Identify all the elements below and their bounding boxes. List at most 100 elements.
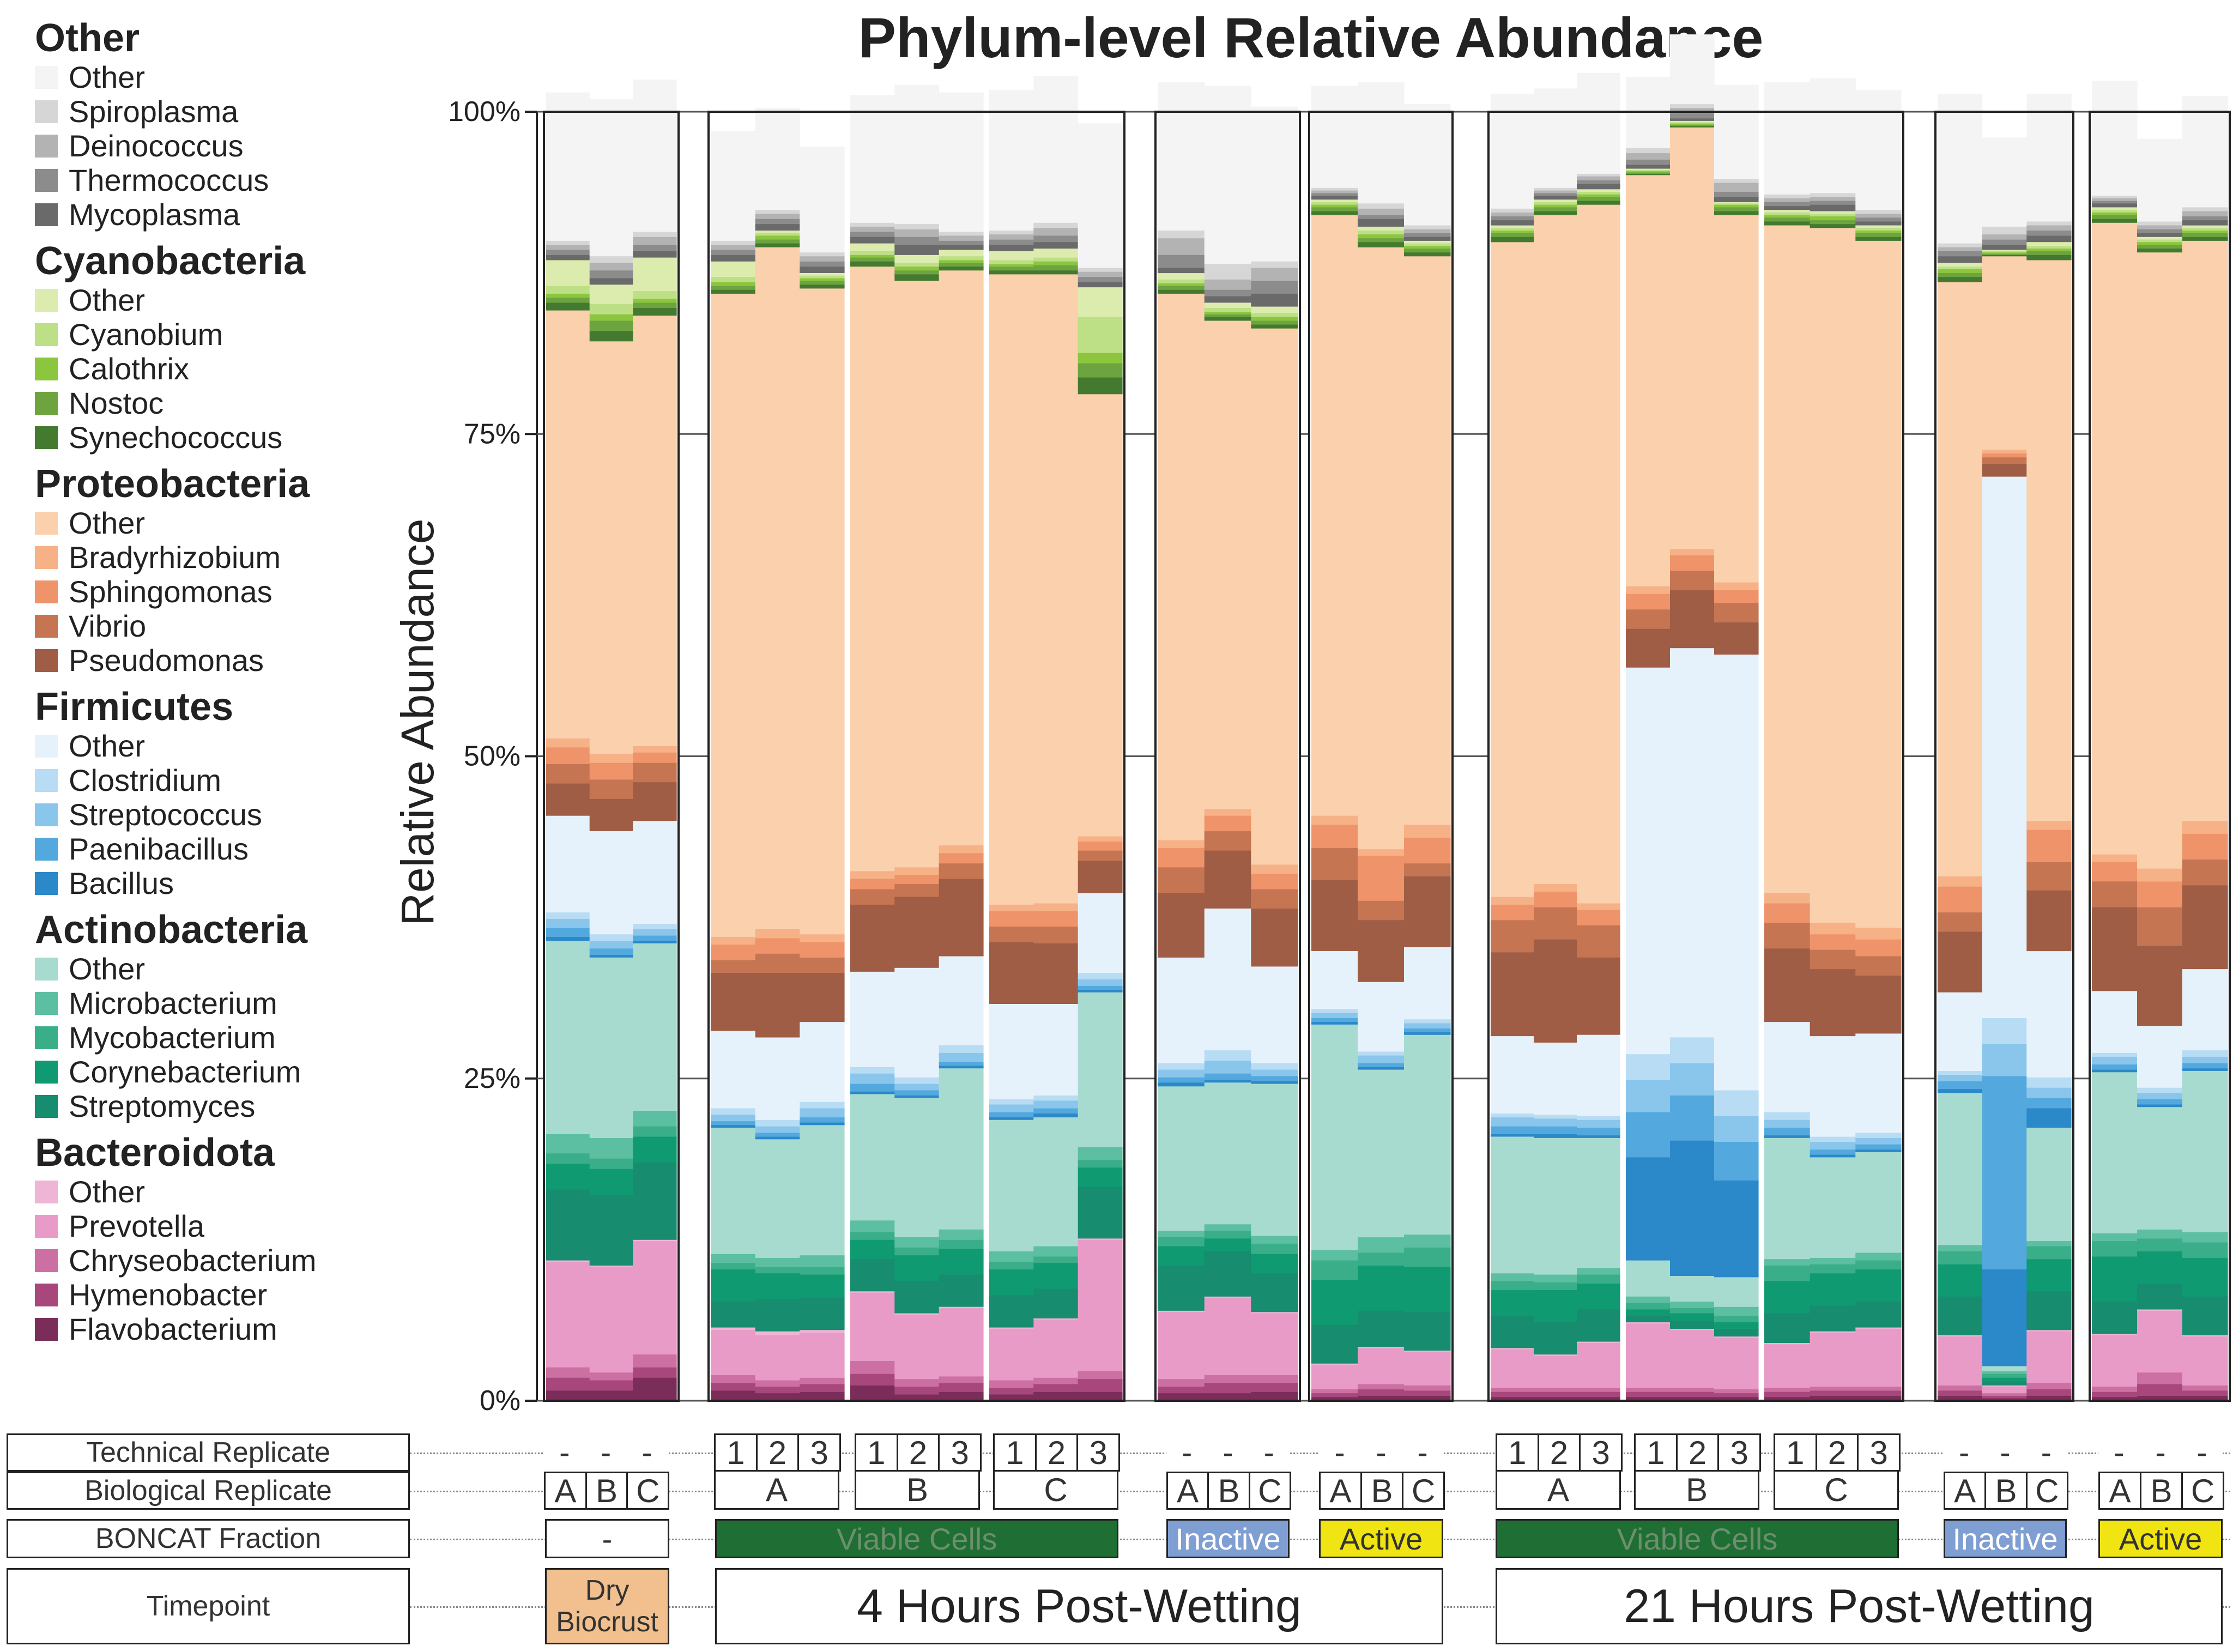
bar-segment (1491, 1281, 1534, 1291)
bar-segment (939, 1306, 984, 1309)
bar-segment (2137, 946, 2183, 1026)
bar-segment (589, 1194, 633, 1266)
bar-segment (2137, 1087, 2183, 1093)
bar-segment (1078, 276, 1123, 282)
bar-segment (546, 260, 590, 286)
bar-segment (1982, 1387, 2027, 1394)
bar-segment (2092, 1072, 2138, 1233)
technical-replicate-cell: 2 (1537, 1433, 1581, 1472)
bar-segment (2026, 235, 2072, 243)
bar-segment (1810, 193, 1856, 197)
bar-segment (589, 262, 633, 271)
bar-segment (1534, 1388, 1577, 1392)
legend-label: Hymenobacter (69, 1278, 268, 1312)
bar-segment (939, 1391, 984, 1401)
bar-segment (633, 1162, 677, 1240)
bar-segment (1358, 1051, 1405, 1056)
bar-segment (1404, 1028, 1451, 1032)
bar-segment (989, 244, 1034, 251)
bar-segment (2137, 1025, 2183, 1088)
bar-segment (1491, 897, 1534, 905)
bar-segment (2026, 862, 2072, 891)
bar-segment (939, 863, 984, 879)
bar-segment (1626, 174, 1671, 586)
technical-replicate-cell: - (2181, 1433, 2223, 1472)
technical-replicate-cell: 2 (896, 1433, 940, 1472)
bar-segment (755, 1136, 800, 1140)
bar-segment (1855, 240, 1902, 928)
bar-segment (1534, 1356, 1577, 1388)
bar-segment (1251, 1313, 1298, 1376)
legend-label: Other (69, 1175, 146, 1209)
bar-segment (1078, 1378, 1123, 1392)
bar-segment (1714, 1277, 1759, 1307)
legend-label: Thermococcus (69, 163, 269, 197)
bar-segment (850, 95, 895, 223)
bar-segment (1251, 1391, 1298, 1401)
legend-label: Calothrix (69, 352, 189, 386)
bar-segment (633, 315, 677, 746)
bar-segment (1938, 1335, 1983, 1337)
biological-replicate-cell: B (1984, 1472, 2028, 1510)
legend-group: Actinobacteria Other Microbacterium Mycobac… (35, 908, 416, 1123)
bar-segment (1577, 1396, 1620, 1401)
legend-swatch (35, 426, 58, 449)
technical-replicate-cell: 2 (1675, 1433, 1720, 1472)
bar-segment (633, 746, 677, 753)
bar-segment (1358, 1063, 1405, 1067)
bar-segment (589, 1169, 633, 1195)
bar-segment (1404, 237, 1451, 241)
bar-segment (1534, 1282, 1577, 1290)
bar-segment (1204, 815, 1251, 832)
bar-segment (894, 262, 940, 267)
bar-segment (1204, 296, 1251, 303)
bar-segment (939, 1066, 984, 1069)
legend-item: Other (35, 1175, 416, 1209)
legend-group-title: Firmicutes (35, 685, 234, 729)
bar-segment (711, 1262, 756, 1270)
bar-segment (1491, 208, 1534, 213)
bar-segment (894, 1098, 940, 1237)
legend-group: Bacteroidota Other Prevotella Chryseobacter… (35, 1131, 416, 1346)
bar-segment (1033, 1377, 1079, 1384)
bar-segment (1764, 1021, 1811, 1112)
bar-segment (2182, 820, 2228, 834)
bar-segment (1078, 1187, 1123, 1239)
fraction-active-21h: Active (2098, 1519, 2223, 1558)
bar-segment (2092, 1387, 2138, 1392)
bar-segment (1938, 1336, 1983, 1386)
bar-segment (1311, 1279, 1358, 1325)
bar-segment (1764, 82, 1811, 195)
bar-segment (1938, 1264, 1983, 1297)
bar-segment (1670, 34, 1715, 105)
bar-segment (1810, 223, 1856, 228)
technical-replicate-cell: - (1402, 1433, 1443, 1472)
bar-segment (1158, 268, 1205, 274)
bar-segment (546, 815, 590, 913)
bar-segment (894, 867, 940, 875)
legend-label: Other (69, 952, 146, 986)
bar-segment (1534, 1391, 1577, 1397)
bar-segment (2092, 209, 2138, 213)
bar-segment (1938, 1088, 1983, 1093)
bar-segment (1311, 1363, 1358, 1365)
bar-segment (589, 1380, 633, 1391)
bar-segment (850, 1360, 895, 1374)
legend-label: Prevotella (69, 1209, 205, 1243)
bar-segment (1670, 123, 1715, 125)
bar-segment (1577, 1283, 1620, 1310)
bar-segment (800, 1117, 845, 1123)
bar-segment (1855, 928, 1902, 940)
bar-segment (1855, 1137, 1902, 1145)
bar-segment (2182, 225, 2228, 228)
bar-segment (800, 1377, 845, 1384)
bar-segment (2026, 93, 2072, 222)
legend-item: Other (35, 60, 416, 94)
bar-segment (2137, 868, 2183, 882)
bar-segment (1491, 1126, 1534, 1134)
bar-segment (2092, 1056, 2138, 1065)
bar-segment (1938, 243, 1983, 247)
legend-label: Bradyrhizobium (69, 540, 281, 574)
bar-segment (546, 764, 590, 784)
bar-segment (850, 1232, 895, 1240)
